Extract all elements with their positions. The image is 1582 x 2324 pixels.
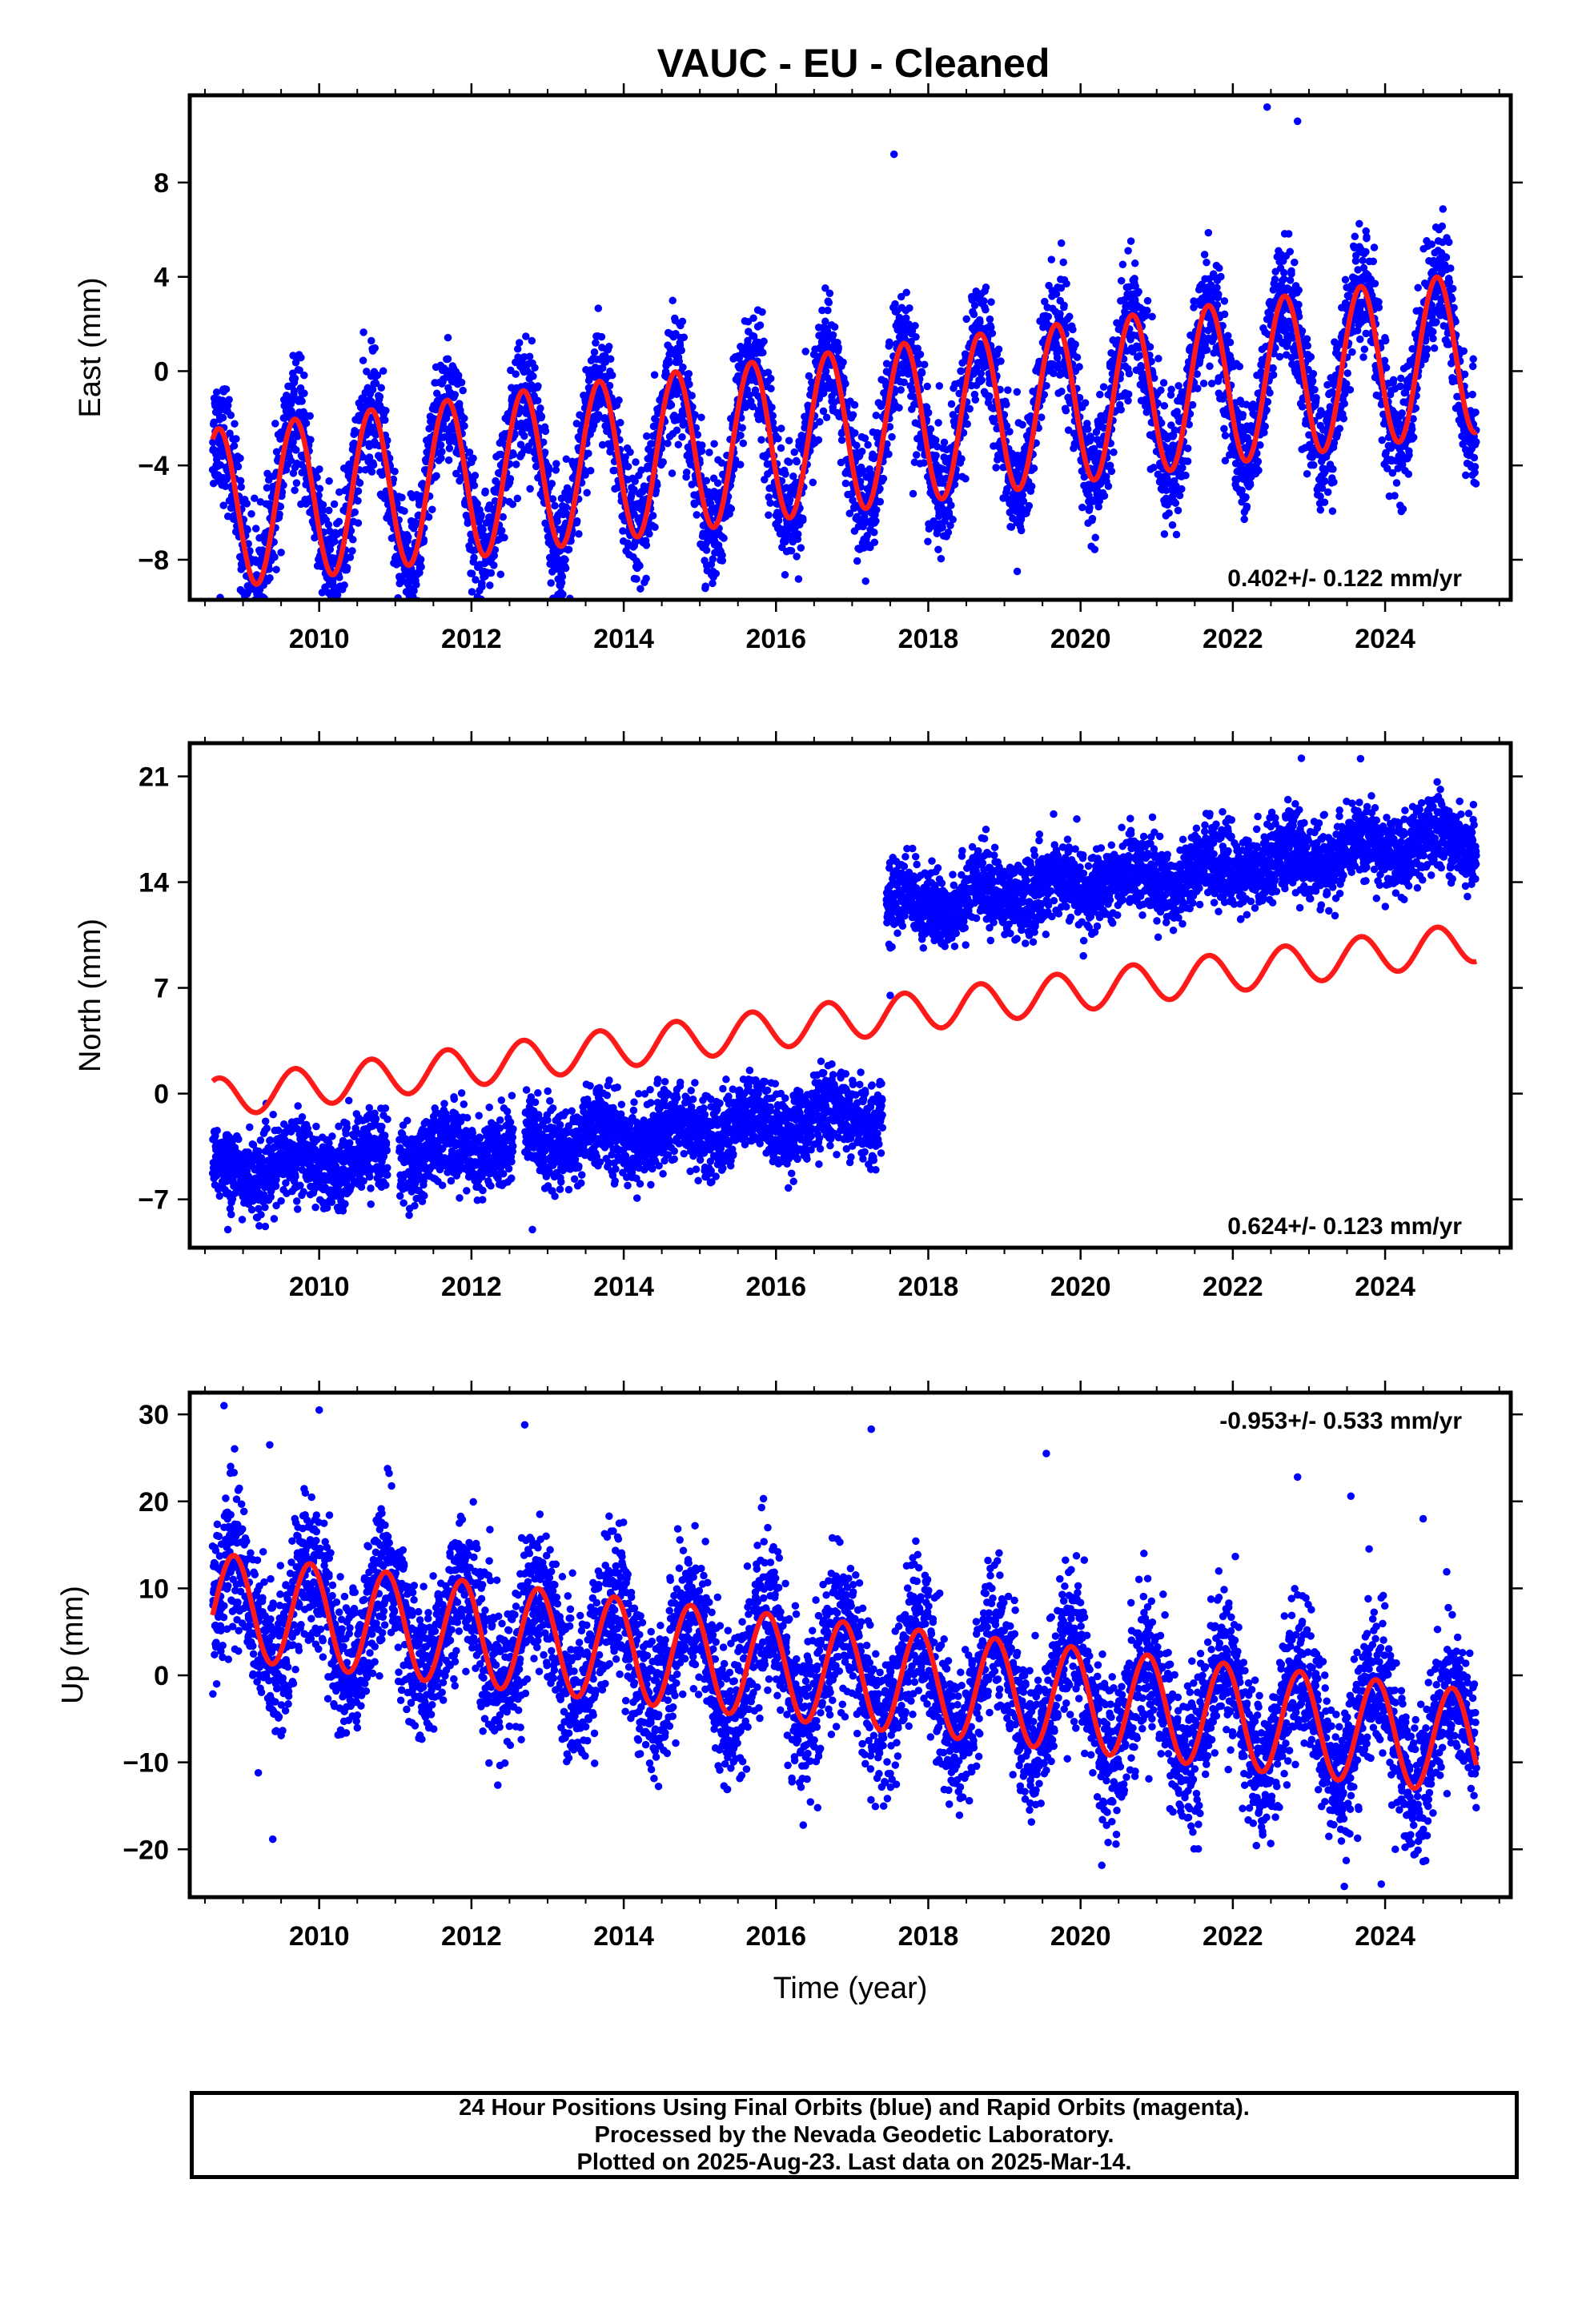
x-tick-label: 2016 (745, 624, 806, 654)
x-tick-label: 2012 (441, 1272, 502, 1302)
y-axis-label-up: Up (mm) (56, 1586, 90, 1704)
y-tick-label: −20 (122, 1835, 169, 1865)
plot-area-north (208, 754, 1480, 1234)
rate-label-up: -0.953+/- 0.533 mm/yr (1219, 1408, 1462, 1434)
x-tick-label: 2018 (898, 1272, 959, 1302)
chart-title: VAUC - EU - Cleaned (657, 41, 1050, 86)
model-curve-east (210, 274, 1479, 587)
rate-label-east: 0.402+/- 0.122 mm/yr (1227, 565, 1462, 592)
axes-frame-north (187, 741, 1513, 1250)
x-tick-label: 2022 (1203, 1921, 1263, 1952)
x-tick-label: 2020 (1050, 624, 1111, 654)
y-tick-label: 0 (154, 1661, 169, 1691)
plot-area-east (208, 103, 1480, 600)
x-tick-label: 2014 (593, 1921, 654, 1952)
x-axis-label: Time (year) (773, 1972, 928, 2005)
x-tick-label: 2010 (289, 1921, 350, 1952)
model-curve-north (211, 924, 1479, 1116)
x-tick-label: 2012 (441, 1921, 502, 1952)
x-tick-label: 2012 (441, 624, 502, 654)
y-tick-label: 8 (154, 168, 169, 199)
rate-label-north: 0.624+/- 0.123 mm/yr (1227, 1213, 1462, 1240)
x-tick-label: 2024 (1355, 1272, 1415, 1302)
footer-note-box: 24 Hour Positions Using Final Orbits (bl… (190, 2091, 1519, 2179)
y-tick-label: 30 (139, 1400, 169, 1430)
axes-frame-east (187, 93, 1513, 602)
x-tick-label: 2014 (593, 1272, 654, 1302)
x-tick-label: 2022 (1203, 624, 1263, 654)
axes-frame-up (187, 1390, 1513, 1900)
panel-east: 2010 2012 2014 2016 2018 2020 2022 2024 −8 −4 0 4 8 E… (74, 83, 1523, 654)
x-tick-label: 2014 (593, 624, 654, 654)
y-tick-label: −4 (138, 451, 169, 481)
panel-north: 2010 2012 2014 2016 2018 2020 2022 2024 −7 0 7 14 21… (74, 731, 1523, 1302)
x-tick-label: 2020 (1050, 1272, 1111, 1302)
data-points-north (208, 754, 1480, 1234)
x-tick-label: 2010 (289, 1272, 350, 1302)
y-tick-label: 14 (139, 868, 169, 899)
x-tick-label: 2020 (1050, 1921, 1111, 1952)
x-tick-label: 2024 (1355, 1921, 1415, 1952)
plot-area-up (208, 1401, 1480, 1891)
y-tick-label: 20 (139, 1487, 169, 1518)
y-tick-label: 0 (154, 356, 169, 387)
model-curve-up (210, 1553, 1480, 1791)
y-tick-label: 7 (154, 974, 169, 1004)
x-tick-label: 2018 (898, 1921, 959, 1952)
x-tick-label: 2016 (745, 1272, 806, 1302)
y-tick-label: −8 (138, 545, 169, 576)
y-tick-label: 4 (154, 263, 169, 293)
x-tick-label: 2024 (1355, 624, 1415, 654)
x-tick-label: 2018 (898, 624, 959, 654)
footer-line-dates: Plotted on 2025-Aug-23. Last data on 202… (576, 2149, 1132, 2175)
data-points-up (208, 1401, 1480, 1891)
y-axis-label-north: North (mm) (74, 919, 107, 1072)
data-points-east (208, 103, 1480, 600)
x-tick-label: 2010 (289, 624, 350, 654)
y-tick-label: 0 (154, 1080, 169, 1110)
x-tick-label: 2022 (1203, 1272, 1263, 1302)
x-tick-label: 2016 (745, 1921, 806, 1952)
y-tick-label: −7 (138, 1185, 169, 1216)
footer-line-orbits: 24 Hour Positions Using Final Orbits (bl… (459, 2095, 1250, 2121)
y-tick-label: 10 (139, 1574, 169, 1604)
footer-line-processor: Processed by the Nevada Geodetic Laborat… (594, 2122, 1114, 2148)
y-axis-label-east: East (mm) (74, 277, 107, 417)
panel-up: 2010 2012 2014 2016 2018 2020 2022 2024 −20 −10 0 1… (56, 1381, 1523, 2005)
y-tick-label: 21 (139, 762, 169, 792)
y-tick-label: −10 (122, 1748, 169, 1779)
